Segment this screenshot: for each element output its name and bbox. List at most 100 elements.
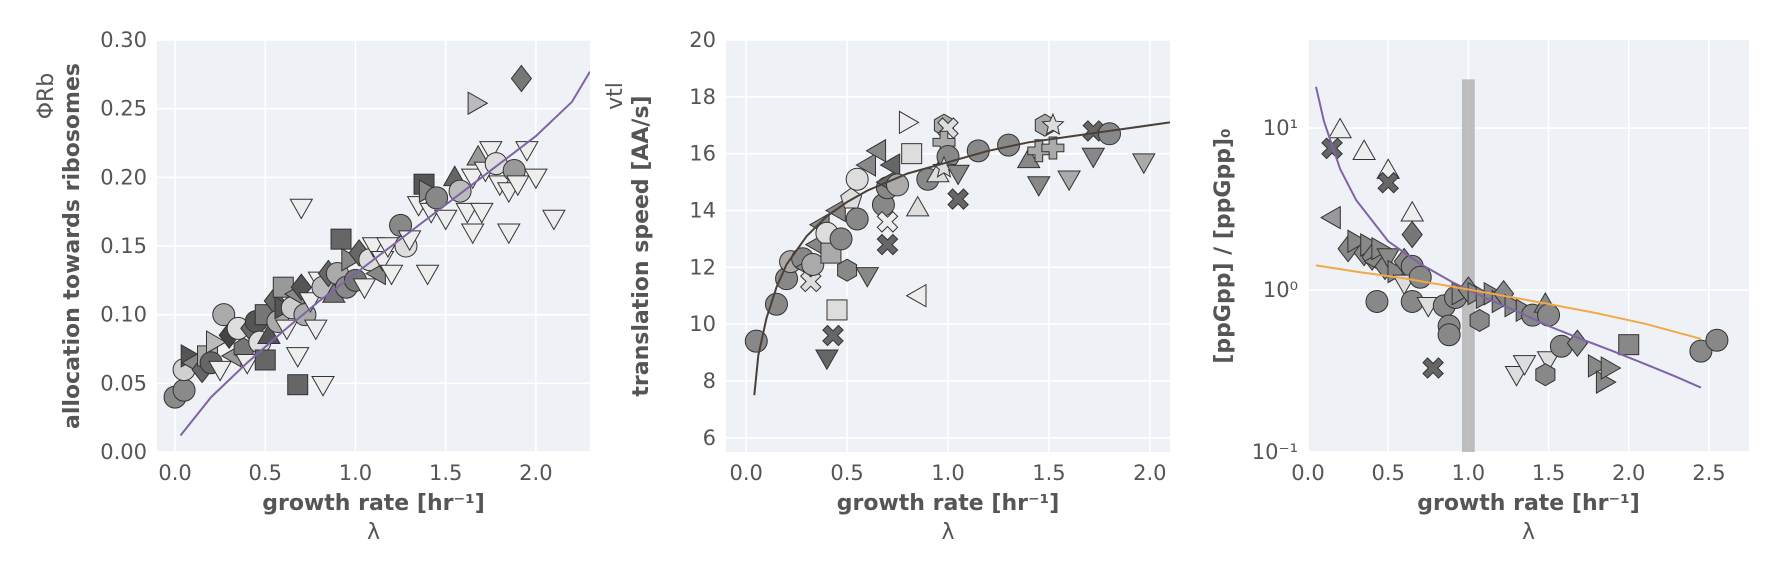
data-point — [1566, 329, 1589, 358]
data-point — [898, 110, 920, 135]
y-axis-label: [ppGpp] / [ppGpp]₀ — [1211, 128, 1236, 363]
data-point — [303, 319, 328, 341]
data-point — [801, 252, 825, 276]
data-point — [379, 264, 404, 286]
y-tick-label: 10⁰ — [1263, 278, 1298, 302]
data-point — [1705, 328, 1729, 352]
data-point — [1401, 220, 1423, 249]
data-point — [455, 202, 480, 224]
y-tick-label: 10⁻¹ — [1252, 440, 1298, 464]
data-point — [865, 138, 887, 163]
data-point — [496, 223, 521, 245]
data-point — [275, 319, 299, 341]
x-tick-label: 1.5 — [1032, 461, 1065, 485]
data-point — [469, 202, 494, 224]
data-point — [467, 91, 489, 116]
y-tick-label: 0.15 — [100, 234, 147, 258]
y-tick-label: 0.00 — [100, 440, 147, 464]
data-point — [1328, 117, 1352, 139]
data-point — [460, 223, 485, 245]
x-tick-label: 2.0 — [519, 461, 552, 485]
x-axis-label: growth rate [hr⁻¹] — [1417, 491, 1640, 516]
y-axis-symbol: ΦRb — [34, 73, 59, 120]
data-point — [285, 347, 310, 368]
y-axis-label: translation speed [AA/s] — [629, 95, 654, 396]
y-tick-label: 20 — [689, 28, 716, 52]
data-point — [845, 207, 869, 231]
data-point — [254, 349, 276, 371]
data-point — [876, 210, 899, 233]
data-point — [855, 153, 876, 177]
x-tick-label: 1.5 — [429, 461, 462, 485]
data-point — [1536, 351, 1561, 373]
data-point — [172, 378, 196, 402]
x-axis-label: growth rate [hr⁻¹] — [262, 491, 485, 516]
data-point — [1365, 289, 1389, 313]
x-tick-label: 0.0 — [158, 461, 191, 485]
y-tick-label: 10 — [689, 312, 716, 336]
data-point — [822, 324, 844, 347]
x-tick-label: 1.0 — [1452, 461, 1485, 485]
data-point — [287, 374, 309, 396]
data-point — [1347, 229, 1369, 254]
data-point — [298, 292, 323, 313]
data-point — [1377, 171, 1400, 194]
y-tick-label: 6 — [703, 426, 716, 450]
data-point — [845, 167, 869, 191]
x-tick-label: 0.5 — [830, 461, 863, 485]
data-point — [1422, 357, 1444, 379]
data-point — [1081, 147, 1106, 169]
y-tick-label: 0.20 — [100, 165, 147, 189]
plot-content — [744, 110, 1170, 396]
data-point — [1026, 176, 1051, 197]
data-point — [542, 209, 566, 231]
data-point — [415, 264, 440, 286]
y-tick-label: 0.25 — [100, 97, 147, 121]
data-point — [905, 195, 930, 217]
data-point — [1535, 363, 1556, 387]
data-point — [433, 209, 458, 231]
data-point — [1016, 147, 1041, 169]
data-point — [524, 168, 548, 190]
data-point — [289, 198, 314, 220]
data-point — [932, 155, 956, 178]
data-point — [1469, 308, 1490, 332]
data-point — [448, 179, 472, 203]
y-tick-label: 10¹ — [1263, 116, 1298, 140]
data-point — [855, 267, 880, 288]
data-point — [1437, 323, 1461, 347]
data-point — [478, 141, 503, 162]
data-point — [212, 303, 236, 327]
y-tick-label: 14 — [689, 198, 716, 222]
data-point — [352, 278, 377, 300]
panel-ribosome-allocation: 0.0 0.5 1.0 1.5 2.0 0.00 0.05 0.10 0.15 0.20 0.25 0… — [34, 28, 590, 545]
data-point — [946, 164, 970, 186]
data-point — [837, 258, 858, 282]
model-curve-purple — [179, 71, 590, 437]
x-tick-label: 1.0 — [931, 461, 964, 485]
model-curve-purple — [1315, 86, 1702, 389]
data-point — [1689, 339, 1713, 363]
y-tick-label: 8 — [703, 369, 716, 393]
data-point — [425, 186, 449, 210]
data-point — [505, 175, 530, 197]
plot-content — [1315, 79, 1729, 452]
data-point — [510, 64, 533, 93]
data-point — [1320, 205, 1341, 230]
x-tick-label: 1.5 — [1532, 461, 1565, 485]
data-point — [879, 153, 901, 177]
data-point — [206, 330, 227, 354]
data-point — [1549, 334, 1573, 358]
y-tick-label: 0.10 — [100, 303, 147, 327]
data-point — [829, 227, 853, 251]
data-point — [1600, 356, 1622, 380]
x-tick-label: 2.0 — [1133, 461, 1166, 485]
x-tick-label: 0.0 — [1291, 461, 1324, 485]
y-tick-label: 0.05 — [100, 371, 147, 395]
data-point — [905, 283, 927, 308]
x-tick-label: 0.5 — [1371, 461, 1404, 485]
data-point — [235, 354, 260, 375]
data-point — [901, 143, 923, 165]
data-point — [815, 349, 839, 371]
